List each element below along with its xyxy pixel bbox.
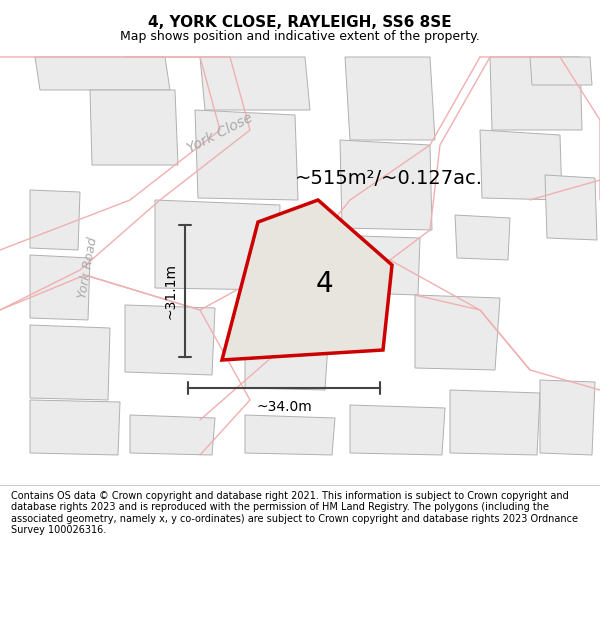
Polygon shape [330,235,420,295]
Polygon shape [155,200,280,290]
Polygon shape [200,57,310,110]
Polygon shape [340,140,432,230]
Polygon shape [245,415,335,455]
Text: ~515m²/~0.127ac.: ~515m²/~0.127ac. [295,169,483,187]
Polygon shape [490,57,582,130]
Text: 4, YORK CLOSE, RAYLEIGH, SS6 8SE: 4, YORK CLOSE, RAYLEIGH, SS6 8SE [148,16,452,31]
Polygon shape [30,400,120,455]
Text: ~31.1m: ~31.1m [164,263,178,319]
Text: ~34.0m: ~34.0m [256,400,312,414]
Text: York Close: York Close [185,111,255,156]
Polygon shape [125,305,215,375]
Polygon shape [245,310,330,390]
Polygon shape [415,295,500,370]
Text: 4: 4 [316,271,334,298]
Polygon shape [35,57,170,90]
Text: York Road: York Road [76,236,100,299]
Polygon shape [130,415,215,455]
Text: Contains OS data © Crown copyright and database right 2021. This information is : Contains OS data © Crown copyright and d… [11,491,578,536]
Polygon shape [90,90,178,165]
Text: Map shows position and indicative extent of the property.: Map shows position and indicative extent… [120,30,480,43]
Polygon shape [30,255,90,320]
Polygon shape [540,380,595,455]
Polygon shape [480,130,562,200]
Polygon shape [530,57,592,85]
Polygon shape [455,215,510,260]
Polygon shape [195,110,298,200]
Polygon shape [30,325,110,400]
Polygon shape [350,405,445,455]
Polygon shape [30,190,80,250]
Polygon shape [450,390,540,455]
Polygon shape [545,175,597,240]
Polygon shape [345,57,435,140]
Polygon shape [222,200,392,360]
